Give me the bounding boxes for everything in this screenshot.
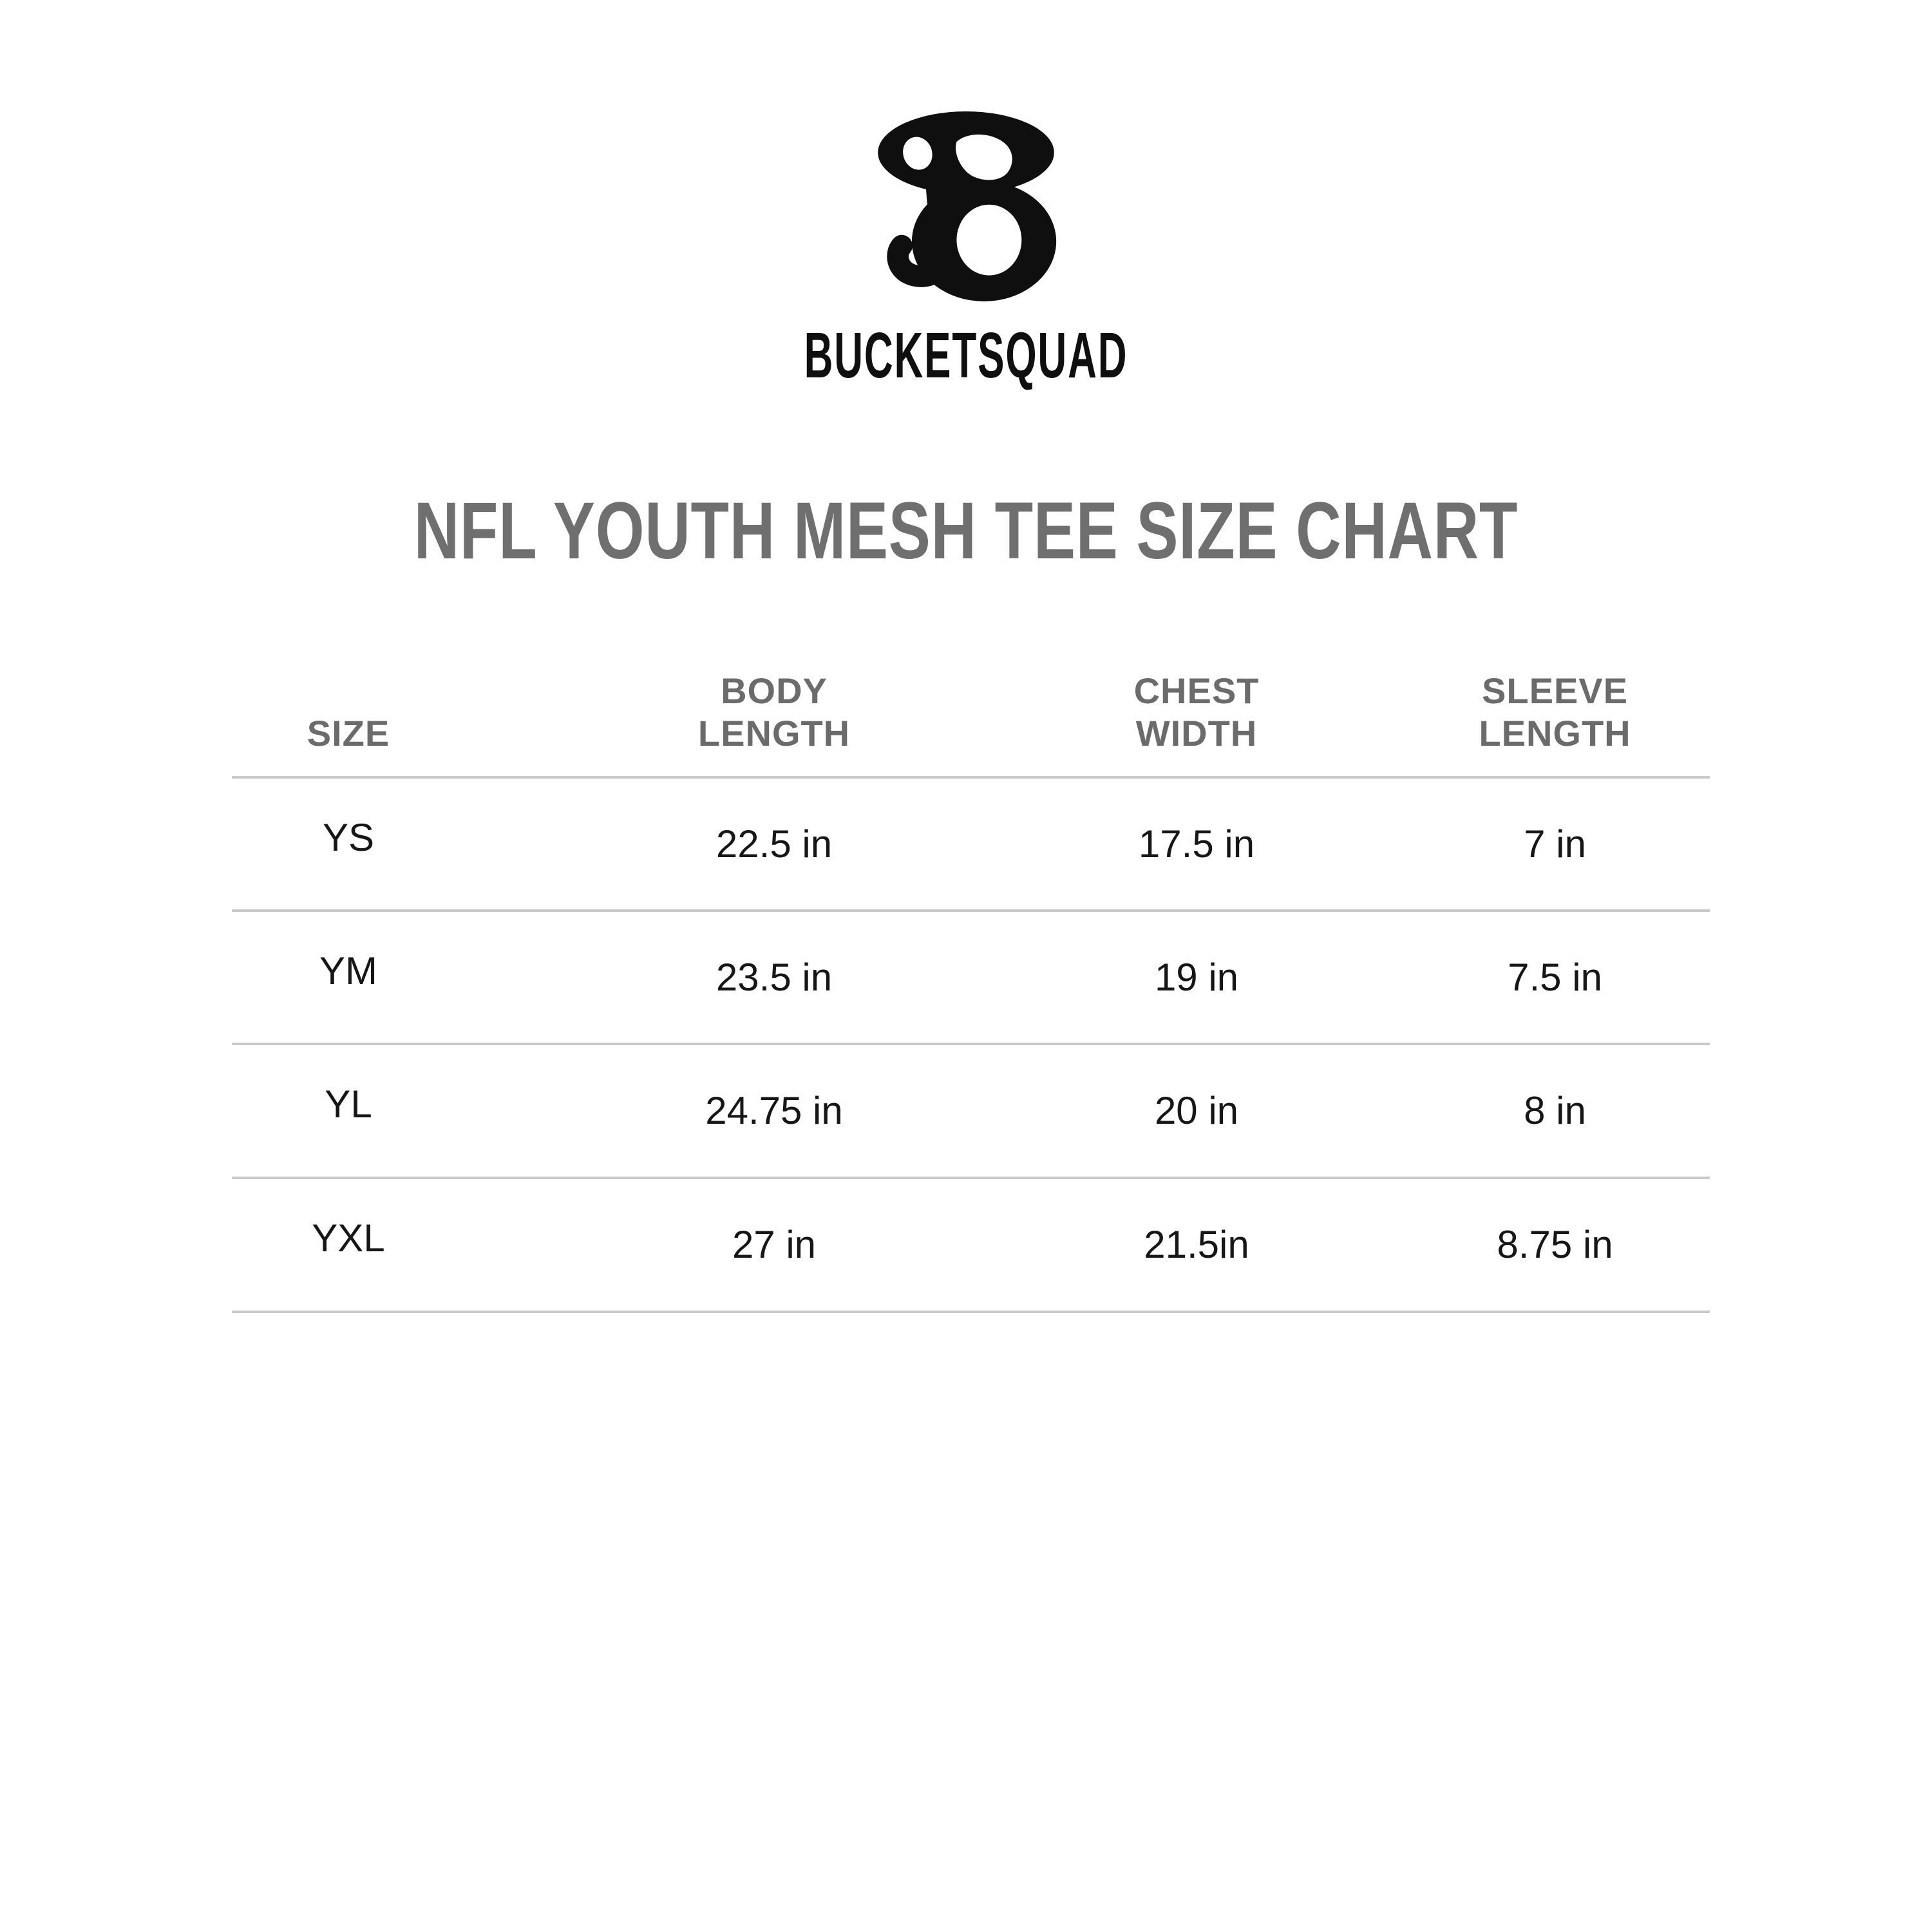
cell-body-length: 23.5 in <box>715 955 833 999</box>
cell-sleeve-length: 8.75 in <box>1497 1223 1613 1266</box>
column-header-sleeve-length: SLEEVE LENGTH <box>1479 670 1631 753</box>
cell-body-length: 24.75 in <box>705 1089 843 1132</box>
table-divider <box>232 1177 1710 1179</box>
cell-sleeve-length: 8 in <box>1524 1089 1586 1132</box>
table-row-yl: YL 24.75 in 20 in 8 in <box>232 1044 1710 1178</box>
cell-chest-width: 20 in <box>1154 1089 1239 1132</box>
cell-size: YM <box>319 949 377 992</box>
table-divider <box>232 1043 1710 1045</box>
table-header-row: SIZE BODY LENGTH CHEST WIDTH SLEEVE LENG… <box>232 657 1710 755</box>
table-divider <box>232 776 1710 779</box>
cell-size: YL <box>325 1083 372 1126</box>
cell-body-length: 22.5 in <box>715 822 833 866</box>
bucketsquad-monogram-icon <box>871 106 1061 307</box>
cell-sleeve-length: 7.5 in <box>1508 955 1602 999</box>
table-row-ym: YM 23.5 in 19 in 7.5 in <box>232 911 1710 1044</box>
sb-logo-graphic <box>878 111 1057 301</box>
cell-sleeve-length: 7 in <box>1524 822 1586 866</box>
brand-name: BUCKETSQUAD <box>804 319 1128 392</box>
table-row-yxl: YXL 27 in 21.5in 8.75 in <box>232 1178 1710 1312</box>
cell-size: YS <box>322 815 375 859</box>
table-divider <box>232 1311 1710 1313</box>
table-divider <box>232 909 1710 912</box>
table-row-ys: YS 22.5 in 17.5 in 7 in <box>232 777 1710 911</box>
cell-size: YXL <box>312 1217 385 1260</box>
page-title: NFL YOUTH MESH TEE SIZE CHART <box>413 486 1519 576</box>
column-header-chest-width: CHEST WIDTH <box>1133 670 1260 753</box>
cell-chest-width: 19 in <box>1154 955 1239 999</box>
cell-chest-width: 21.5in <box>1144 1223 1249 1266</box>
cell-chest-width: 17.5 in <box>1138 822 1255 866</box>
column-header-body-length: BODY LENGTH <box>697 670 851 753</box>
column-header-size: SIZE <box>307 713 390 753</box>
cell-body-length: 27 in <box>732 1223 817 1266</box>
